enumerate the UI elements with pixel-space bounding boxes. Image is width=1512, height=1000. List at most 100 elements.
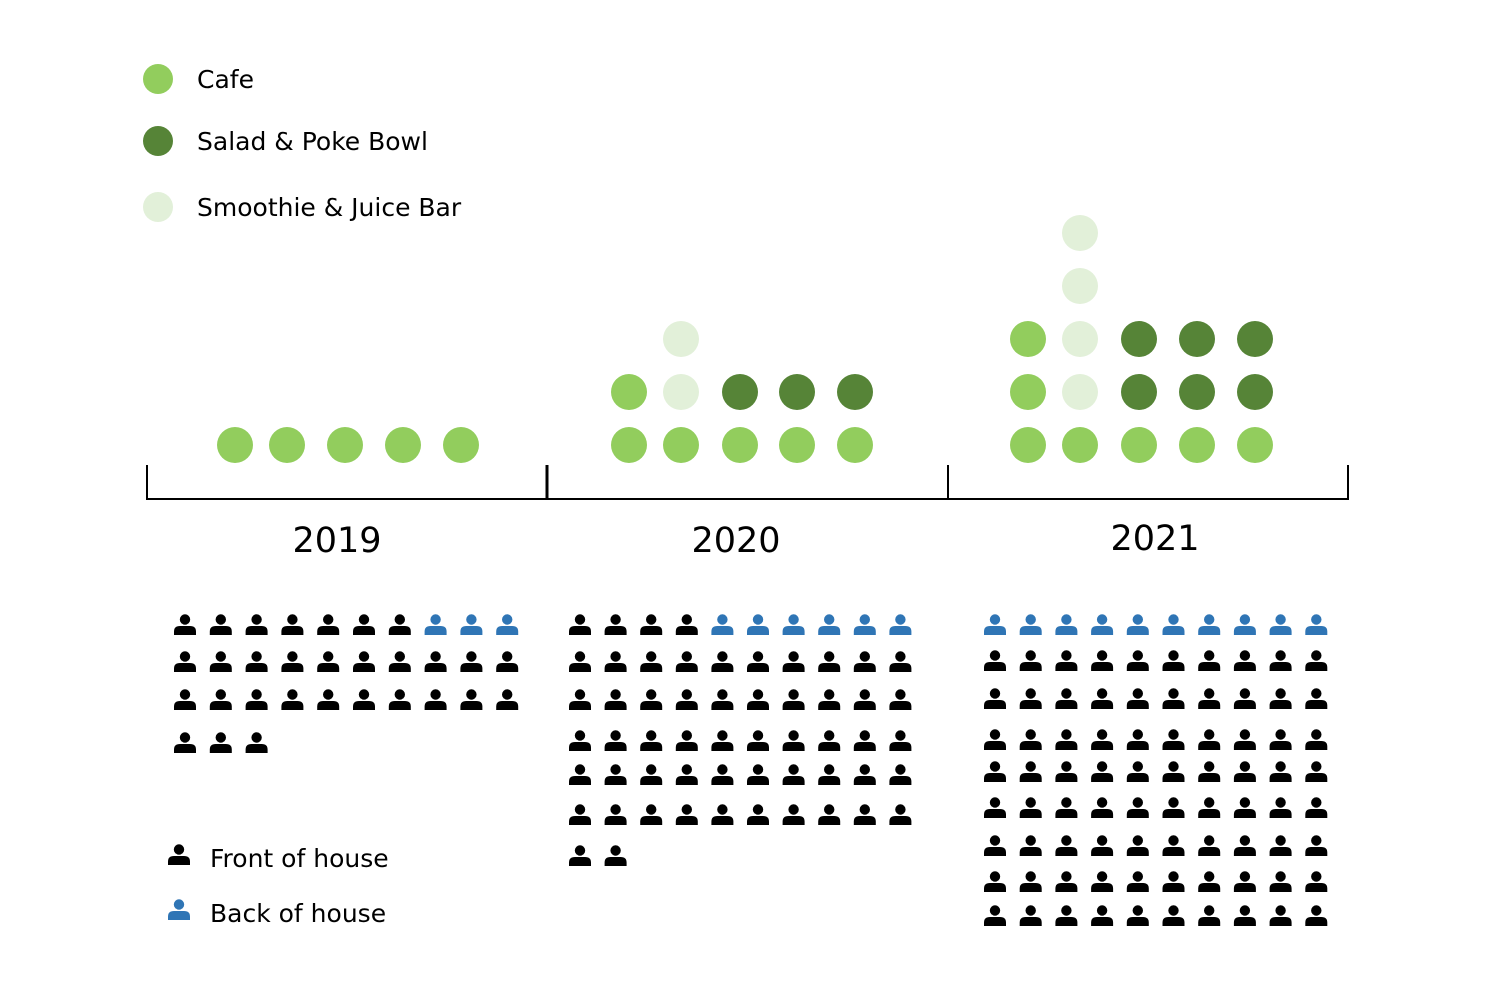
year-labels: 2019 2020 2021 [292,519,1199,561]
person-icon-front-of-house [984,761,1006,782]
person-icon-front-of-house [1305,729,1328,750]
person-icon-front-of-house [1162,650,1185,671]
person-icon-front-of-house [1126,650,1149,671]
person-icon-front-of-house [604,614,627,635]
person-icon-front-of-house [1019,688,1042,709]
person-icon-front-of-house [640,689,663,710]
person-icon-front-of-house [818,651,841,672]
person-icon-front-of-house [496,689,519,710]
person-icon-front-of-house [604,845,627,866]
person-icon-front-of-house [889,804,912,825]
person-icon-front-of-house [1055,835,1078,856]
person-icon-front-of-house [747,804,769,825]
person-icon-front-of-house [1055,797,1078,818]
dot-2021-salad-and-poke-bowl [1179,321,1215,357]
person-icon-front-of-house [711,689,734,710]
person-icon-front-of-house [1233,688,1256,709]
person-icon-front-of-house [1233,729,1256,750]
person-icon-front-of-house [460,651,483,672]
dot-2020-cafe [837,427,873,463]
person-icon-front-of-house [640,730,663,751]
person-icon-front-of-house [1055,761,1078,782]
year-axis [146,465,1349,500]
legend-marker-back-of-house-icon [168,899,190,920]
year-label-2019: 2019 [292,521,381,561]
person-icon-front-of-house [1305,835,1328,856]
person-icon-front-of-house [1126,688,1149,709]
person-icon-front-of-house [853,730,876,751]
person-icon-front-of-house [1233,905,1256,926]
person-icon-front-of-house [1091,761,1114,782]
person-icon-front-of-house [1198,650,1221,671]
legend-label-smoothie-and-juice-bar: Smoothie & Juice Bar [197,193,462,222]
person-icon-front-of-house [1305,688,1328,709]
dot-2020-cafe [722,427,758,463]
person-icon-front-of-house [1162,688,1185,709]
person-icon-back-of-house [1269,614,1292,635]
year-label-2021: 2021 [1110,519,1199,559]
person-icon-back-of-house [1126,614,1149,635]
person-icon-front-of-house [1162,761,1185,782]
person-icon-front-of-house [711,764,734,785]
person-icon-front-of-house [1269,650,1292,671]
person-icon-front-of-house [889,651,912,672]
person-icon-front-of-house [569,730,591,751]
person-icon-front-of-house [1233,761,1256,782]
person-icon-front-of-house [984,835,1006,856]
person-icon-front-of-house [1198,688,1221,709]
person-icon-front-of-house [889,730,912,751]
person-icon-back-of-house [1055,614,1078,635]
person-icon-front-of-house [1091,688,1114,709]
person-icon-back-of-house [1091,614,1114,635]
person-icon-front-of-house [675,689,698,710]
person-icon-front-of-house [1091,835,1114,856]
person-icon-front-of-house [1233,650,1256,671]
person-icon-front-of-house [209,651,232,672]
person-icon-front-of-house [424,651,447,672]
person-icon-front-of-house [747,689,769,710]
person-icon-front-of-house [984,650,1006,671]
person-icon-front-of-house [1055,871,1078,892]
person-icon-front-of-house [1126,761,1149,782]
person-icon-front-of-house [853,689,876,710]
person-icon-front-of-house [569,804,591,825]
person-icon-front-of-house [1269,905,1292,926]
person-icon-front-of-house [1019,835,1042,856]
person-icon-front-of-house [1269,729,1292,750]
person-icon-front-of-house [174,614,196,635]
person-icon-front-of-house [1055,729,1078,750]
person-icon-front-of-house [317,614,340,635]
person-icon-front-of-house [782,651,805,672]
person-icon-front-of-house [1233,835,1256,856]
person-icon-front-of-house [711,804,734,825]
person-icon-front-of-house [388,689,411,710]
person-icon-front-of-house [747,764,769,785]
person-icon-front-of-house [1162,905,1185,926]
dot-2021-cafe [1179,427,1215,463]
person-icon-back-of-house [424,614,447,635]
person-icon-front-of-house [209,732,232,753]
person-icon-front-of-house [984,797,1006,818]
person-icon-front-of-house [1019,871,1042,892]
dot-2019-cafe [327,427,363,463]
person-icon-front-of-house [1305,797,1328,818]
person-icon-back-of-house [782,614,805,635]
person-icon-front-of-house [1091,905,1114,926]
person-icon-front-of-house [424,689,447,710]
person-icon-front-of-house [640,651,663,672]
person-icon-front-of-house [782,730,805,751]
person-icon-front-of-house [1233,797,1256,818]
person-icon-front-of-house [1091,797,1114,818]
person-icon-front-of-house [675,764,698,785]
person-icon-front-of-house [1019,905,1042,926]
dot-2020-smoothie-and-juice-bar [663,374,699,410]
person-icon-front-of-house [604,764,627,785]
dot-2021-cafe [1237,427,1273,463]
person-icon-front-of-house [640,614,663,635]
dot-2021-salad-and-poke-bowl [1121,321,1157,357]
dot-2021-salad-and-poke-bowl [1121,374,1157,410]
person-icon-front-of-house [1269,797,1292,818]
person-icon-front-of-house [604,689,627,710]
person-icon-front-of-house [569,764,591,785]
legend-marker-smoothie-and-juice-bar [143,192,173,222]
